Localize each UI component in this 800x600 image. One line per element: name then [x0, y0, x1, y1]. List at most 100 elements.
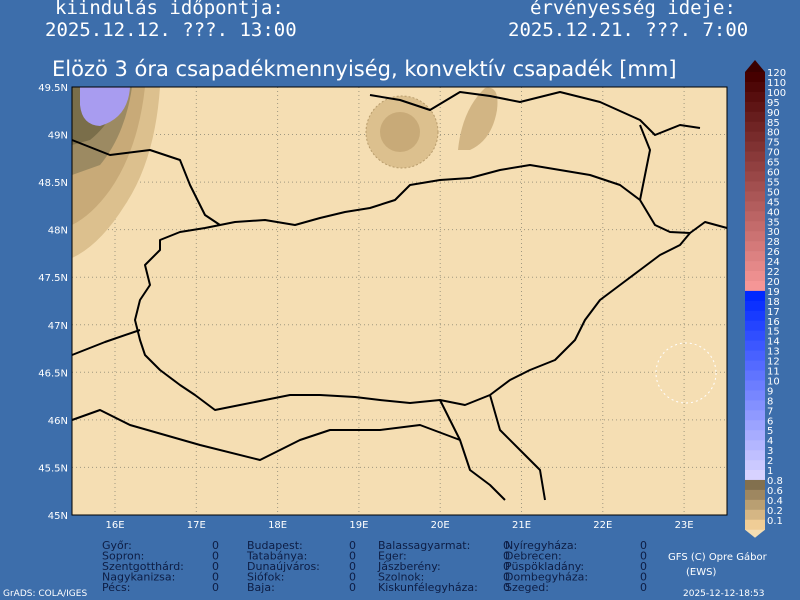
- colorbar-label: 60: [767, 168, 780, 179]
- colorbar-label: 12: [767, 357, 780, 368]
- country-border: [71, 329, 141, 356]
- colorbar-label: 19: [767, 287, 780, 298]
- city-value: 0: [503, 539, 510, 552]
- city-name: Balassagyarmat:: [378, 539, 470, 552]
- city-value: 0: [640, 539, 647, 552]
- city-name: Pécs:: [102, 581, 131, 594]
- colorbar-swatch: [745, 380, 765, 391]
- city-value: 0: [640, 550, 647, 563]
- grads-credit: GrADS: COLA/IGES: [3, 589, 87, 599]
- colorbar-swatch: [745, 201, 765, 212]
- colorbar-label: 13: [767, 347, 780, 358]
- city-value: 0: [349, 560, 356, 573]
- colorbar-label: 0.6: [767, 486, 783, 497]
- colorbar-label: 16: [767, 317, 780, 328]
- city-name: Kiskunfélegyháza:: [378, 581, 478, 594]
- colorbar-label: 0.4: [767, 496, 783, 507]
- city-name: Dunaújváros:: [247, 560, 320, 573]
- colorbar-swatch: [745, 91, 765, 103]
- city-name: Siófok:: [247, 571, 284, 584]
- city-name: Győr:: [102, 539, 132, 552]
- colorbar-label: 50: [767, 187, 780, 198]
- city-name: Tatabánya:: [246, 550, 307, 563]
- lon-label: 19E: [349, 520, 368, 531]
- colorbar-swatch: [745, 470, 765, 481]
- lon-label: 20E: [431, 520, 450, 531]
- colorbar-swatch: [745, 350, 765, 361]
- lon-label: 18E: [268, 520, 287, 531]
- colorbar-label: 2: [767, 456, 773, 467]
- city-value: 0: [212, 581, 219, 594]
- lat-label: 45.5N: [38, 463, 68, 474]
- colorbar-swatch: [745, 410, 765, 421]
- map: [71, 86, 728, 516]
- valid-label: érvényesség ideje:: [530, 0, 736, 19]
- colorbar-label: 90: [767, 108, 780, 119]
- colorbar-swatch: [745, 290, 765, 302]
- colorbar-label: 0.2: [767, 506, 783, 517]
- colorbar-cap: [745, 529, 765, 538]
- colorbar-swatch: [745, 320, 765, 331]
- lat-label: 45N: [48, 511, 68, 522]
- colorbar-swatch: [745, 460, 765, 471]
- country-border: [71, 139, 221, 226]
- colorbar-label: 3: [767, 446, 773, 457]
- colorbar-swatch: [745, 171, 765, 182]
- colorbar-swatch: [745, 479, 765, 491]
- lat-label: 47N: [48, 321, 68, 332]
- lon-label: 21E: [512, 520, 531, 531]
- colorbar-label: 11: [767, 367, 780, 378]
- colorbar-swatch: [745, 81, 765, 93]
- start-value: 2025.12.12. ???. 13:00: [45, 19, 297, 41]
- city-value: 0: [503, 560, 510, 573]
- country-border: [369, 91, 701, 136]
- colorbar-label: 10: [767, 376, 780, 387]
- country-border: [439, 399, 506, 501]
- city-name: Szentgotthárd:: [102, 560, 184, 573]
- city-value: 0: [640, 560, 647, 573]
- colorbar-label: 80: [767, 128, 780, 139]
- colorbar-swatch: [745, 430, 765, 441]
- colorbar-label: 7: [767, 406, 773, 417]
- colorbar-swatch: [745, 330, 765, 341]
- colorbar-label: 55: [767, 177, 780, 188]
- colorbar-label: 9: [767, 386, 773, 397]
- lat-label: 46N: [48, 416, 68, 427]
- colorbar-swatch: [745, 420, 765, 431]
- colorbar-swatch: [745, 370, 765, 381]
- hungary-border: [134, 164, 691, 411]
- lat-label: 48N: [48, 226, 68, 237]
- city-name: Szeged:: [505, 581, 549, 594]
- colorbar-label: 26: [767, 247, 780, 258]
- colorbar-label: 0.1: [767, 516, 783, 527]
- colorbar-swatch: [745, 499, 765, 511]
- colorbar-swatch: [745, 221, 765, 232]
- country-border: [71, 409, 461, 461]
- city-name: Nagykanizsa:: [102, 571, 175, 584]
- colorbar-swatch: [745, 141, 765, 152]
- dotted-circle: [655, 342, 717, 404]
- lon-label: 23E: [675, 520, 694, 531]
- country-border: [639, 124, 651, 201]
- city-name: Jászberény:: [377, 560, 441, 573]
- colorbar-label: 85: [767, 118, 780, 129]
- colorbar-label: 0.8: [767, 476, 783, 487]
- country-border: [489, 394, 546, 501]
- colorbar-label: 1: [767, 466, 773, 477]
- credit: GFS (C) Opre Gábor: [668, 551, 768, 563]
- lon-label: 22E: [593, 520, 612, 531]
- colorbar-label: 15: [767, 327, 780, 338]
- colorbar-label: 95: [767, 98, 780, 109]
- city-name: Püspökladány:: [505, 560, 584, 573]
- lon-label: 17E: [187, 520, 206, 531]
- colorbar-label: 35: [767, 217, 780, 228]
- city-name: Dombegyháza:: [505, 571, 588, 584]
- colorbar-label: 40: [767, 207, 780, 218]
- precip-area: [80, 87, 130, 126]
- city-value: 0: [640, 581, 647, 594]
- colorbar-swatch: [745, 300, 765, 312]
- map-title: Elözö 3 óra csapadékmennyiség, konvektív…: [52, 57, 677, 81]
- lat-label: 46.5N: [38, 368, 68, 379]
- colorbar-swatch: [745, 519, 765, 530]
